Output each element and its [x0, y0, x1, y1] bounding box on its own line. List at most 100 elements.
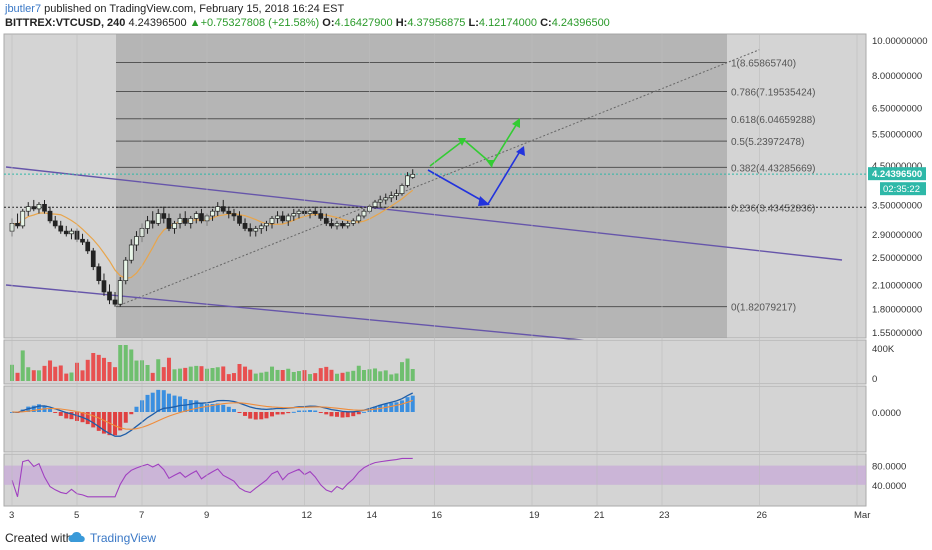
- volume-bar: [15, 372, 20, 381]
- price-tick-label: 3.50000000: [872, 200, 922, 211]
- macd-histogram-bar: [91, 412, 96, 428]
- volume-bar: [134, 360, 139, 381]
- volume-bar: [270, 366, 274, 381]
- fibonacci-retracement[interactable]: 1(8.65865740) 0.786(7.19535424) 0.618(6.04…: [115, 34, 816, 338]
- arrow-head: [516, 146, 525, 156]
- macd-histogram-bar: [53, 412, 58, 413]
- volume-bar: [351, 370, 356, 381]
- volume-bar: [264, 371, 269, 381]
- volume-bar: [166, 357, 171, 381]
- rsi-band: [4, 465, 866, 485]
- candle-body: [150, 220, 156, 224]
- macd-histogram-bar: [150, 392, 155, 412]
- low-label: L:: [468, 17, 479, 29]
- projection-arrows: [427, 118, 525, 206]
- candle-body: [155, 213, 161, 224]
- macd-histogram-bar: [231, 409, 236, 412]
- volume-bar: [20, 350, 25, 381]
- candle-body: [15, 223, 20, 227]
- close-value: 4.24396500: [551, 17, 610, 29]
- candle-body: [291, 213, 297, 217]
- candle-body: [372, 201, 378, 207]
- macd-histogram-bar: [351, 412, 356, 417]
- macd-indicator: 0.0000: [10, 389, 901, 437]
- volume-bar: [58, 365, 63, 381]
- candle-body: [123, 259, 129, 281]
- ohlc-line: BITTREX:VTCUSD, 240 4.24396500 ▲+0.75327…: [5, 17, 610, 29]
- candle-body: [182, 218, 188, 224]
- volume-bar: [36, 370, 41, 381]
- candle-body: [193, 213, 199, 219]
- candle-body: [388, 195, 394, 199]
- volume-bar: [113, 367, 118, 381]
- price-tick-label: 5.50000000: [872, 130, 922, 141]
- candle-body: [220, 206, 226, 212]
- macd-histogram-bar: [389, 402, 394, 412]
- price-tick-label: 2.90000000: [872, 230, 922, 241]
- volume-bar: [91, 353, 96, 381]
- volume-bar: [356, 365, 361, 381]
- publish-text: published on TradingView.com, February 1…: [41, 3, 345, 15]
- macd-histogram-bar: [259, 412, 264, 420]
- macd-histogram-bar: [96, 412, 101, 431]
- rsi-line: [11, 457, 413, 498]
- time-axis[interactable]: 3 5 7 9 12 14 16 19 21 23 26 Mar: [9, 34, 870, 521]
- volume-bar: [373, 368, 378, 381]
- candle-body: [356, 215, 362, 222]
- candle-body: [377, 199, 383, 203]
- macd-histogram-bar: [361, 411, 366, 413]
- candle-body: [399, 185, 405, 194]
- chart-canvas[interactable]: 1(8.65865740) 0.786(7.19535424) 0.618(6.04…: [0, 0, 932, 522]
- last-price-label: 4.24396500: [872, 169, 922, 180]
- volume-bar: [161, 367, 166, 381]
- volume-bar: [410, 369, 415, 381]
- macd-histogram-bar: [335, 412, 339, 417]
- candle-body: [58, 225, 64, 232]
- volume-bar: [400, 362, 404, 381]
- author-link[interactable]: jbutler7: [5, 3, 42, 15]
- volume-bar: [178, 368, 183, 381]
- volume-bar: [340, 372, 345, 381]
- candle-body: [177, 218, 183, 224]
- volume-bar: [31, 370, 36, 381]
- macd-line: [11, 392, 414, 437]
- candle-body: [226, 210, 232, 214]
- open-label: O:: [322, 17, 335, 29]
- volume-bar: [145, 365, 150, 381]
- price-tick-label: 4.50000000: [872, 161, 922, 172]
- time-tick-label: Mar: [854, 510, 870, 521]
- volume-bar: [324, 366, 329, 381]
- macd-histogram-bar: [178, 396, 183, 412]
- volume-bar: [183, 367, 188, 381]
- tradingview-brand[interactable]: TradingView: [90, 531, 157, 545]
- macd-histogram-bar: [264, 412, 269, 419]
- price-axis[interactable]: 10.00000000 8.00000000 6.50000000 5.5000000…: [868, 36, 927, 339]
- volume-bar: [259, 372, 264, 381]
- volume-bar: [123, 345, 128, 381]
- volume-bar: [26, 367, 31, 381]
- fib-level-label: 0.382(4.43285669): [731, 163, 816, 174]
- candle-body: [25, 206, 31, 212]
- macd-histogram-bar: [270, 412, 274, 417]
- volume-bar: [221, 366, 226, 381]
- volume-bar: [243, 366, 248, 381]
- fib-level-label: 0(1.82079217): [731, 303, 796, 314]
- candle-body: [247, 228, 253, 232]
- chart-header: jbutler7 published on TradingView.com, F…: [0, 0, 932, 32]
- volume-bar: [345, 371, 350, 381]
- tradingview-cloud-icon: [68, 531, 85, 542]
- time-tick-label: 26: [757, 510, 768, 521]
- macd-histogram-bar: [215, 403, 220, 412]
- volume-bar: [53, 366, 58, 381]
- volume-bar: [231, 373, 236, 381]
- macd-histogram-bar: [226, 406, 231, 412]
- price-change: +0.75327808 (+21.58%): [200, 17, 320, 29]
- rsi-indicator: 80.0000 40.0000: [4, 457, 906, 498]
- signal-line: [11, 399, 413, 430]
- volume-bar: [101, 357, 106, 381]
- macd-histogram-bar: [400, 400, 404, 412]
- macd-histogram-bar: [188, 400, 193, 412]
- volume-bar: [96, 354, 101, 381]
- candle-body: [134, 236, 139, 246]
- candle-body: [340, 223, 345, 227]
